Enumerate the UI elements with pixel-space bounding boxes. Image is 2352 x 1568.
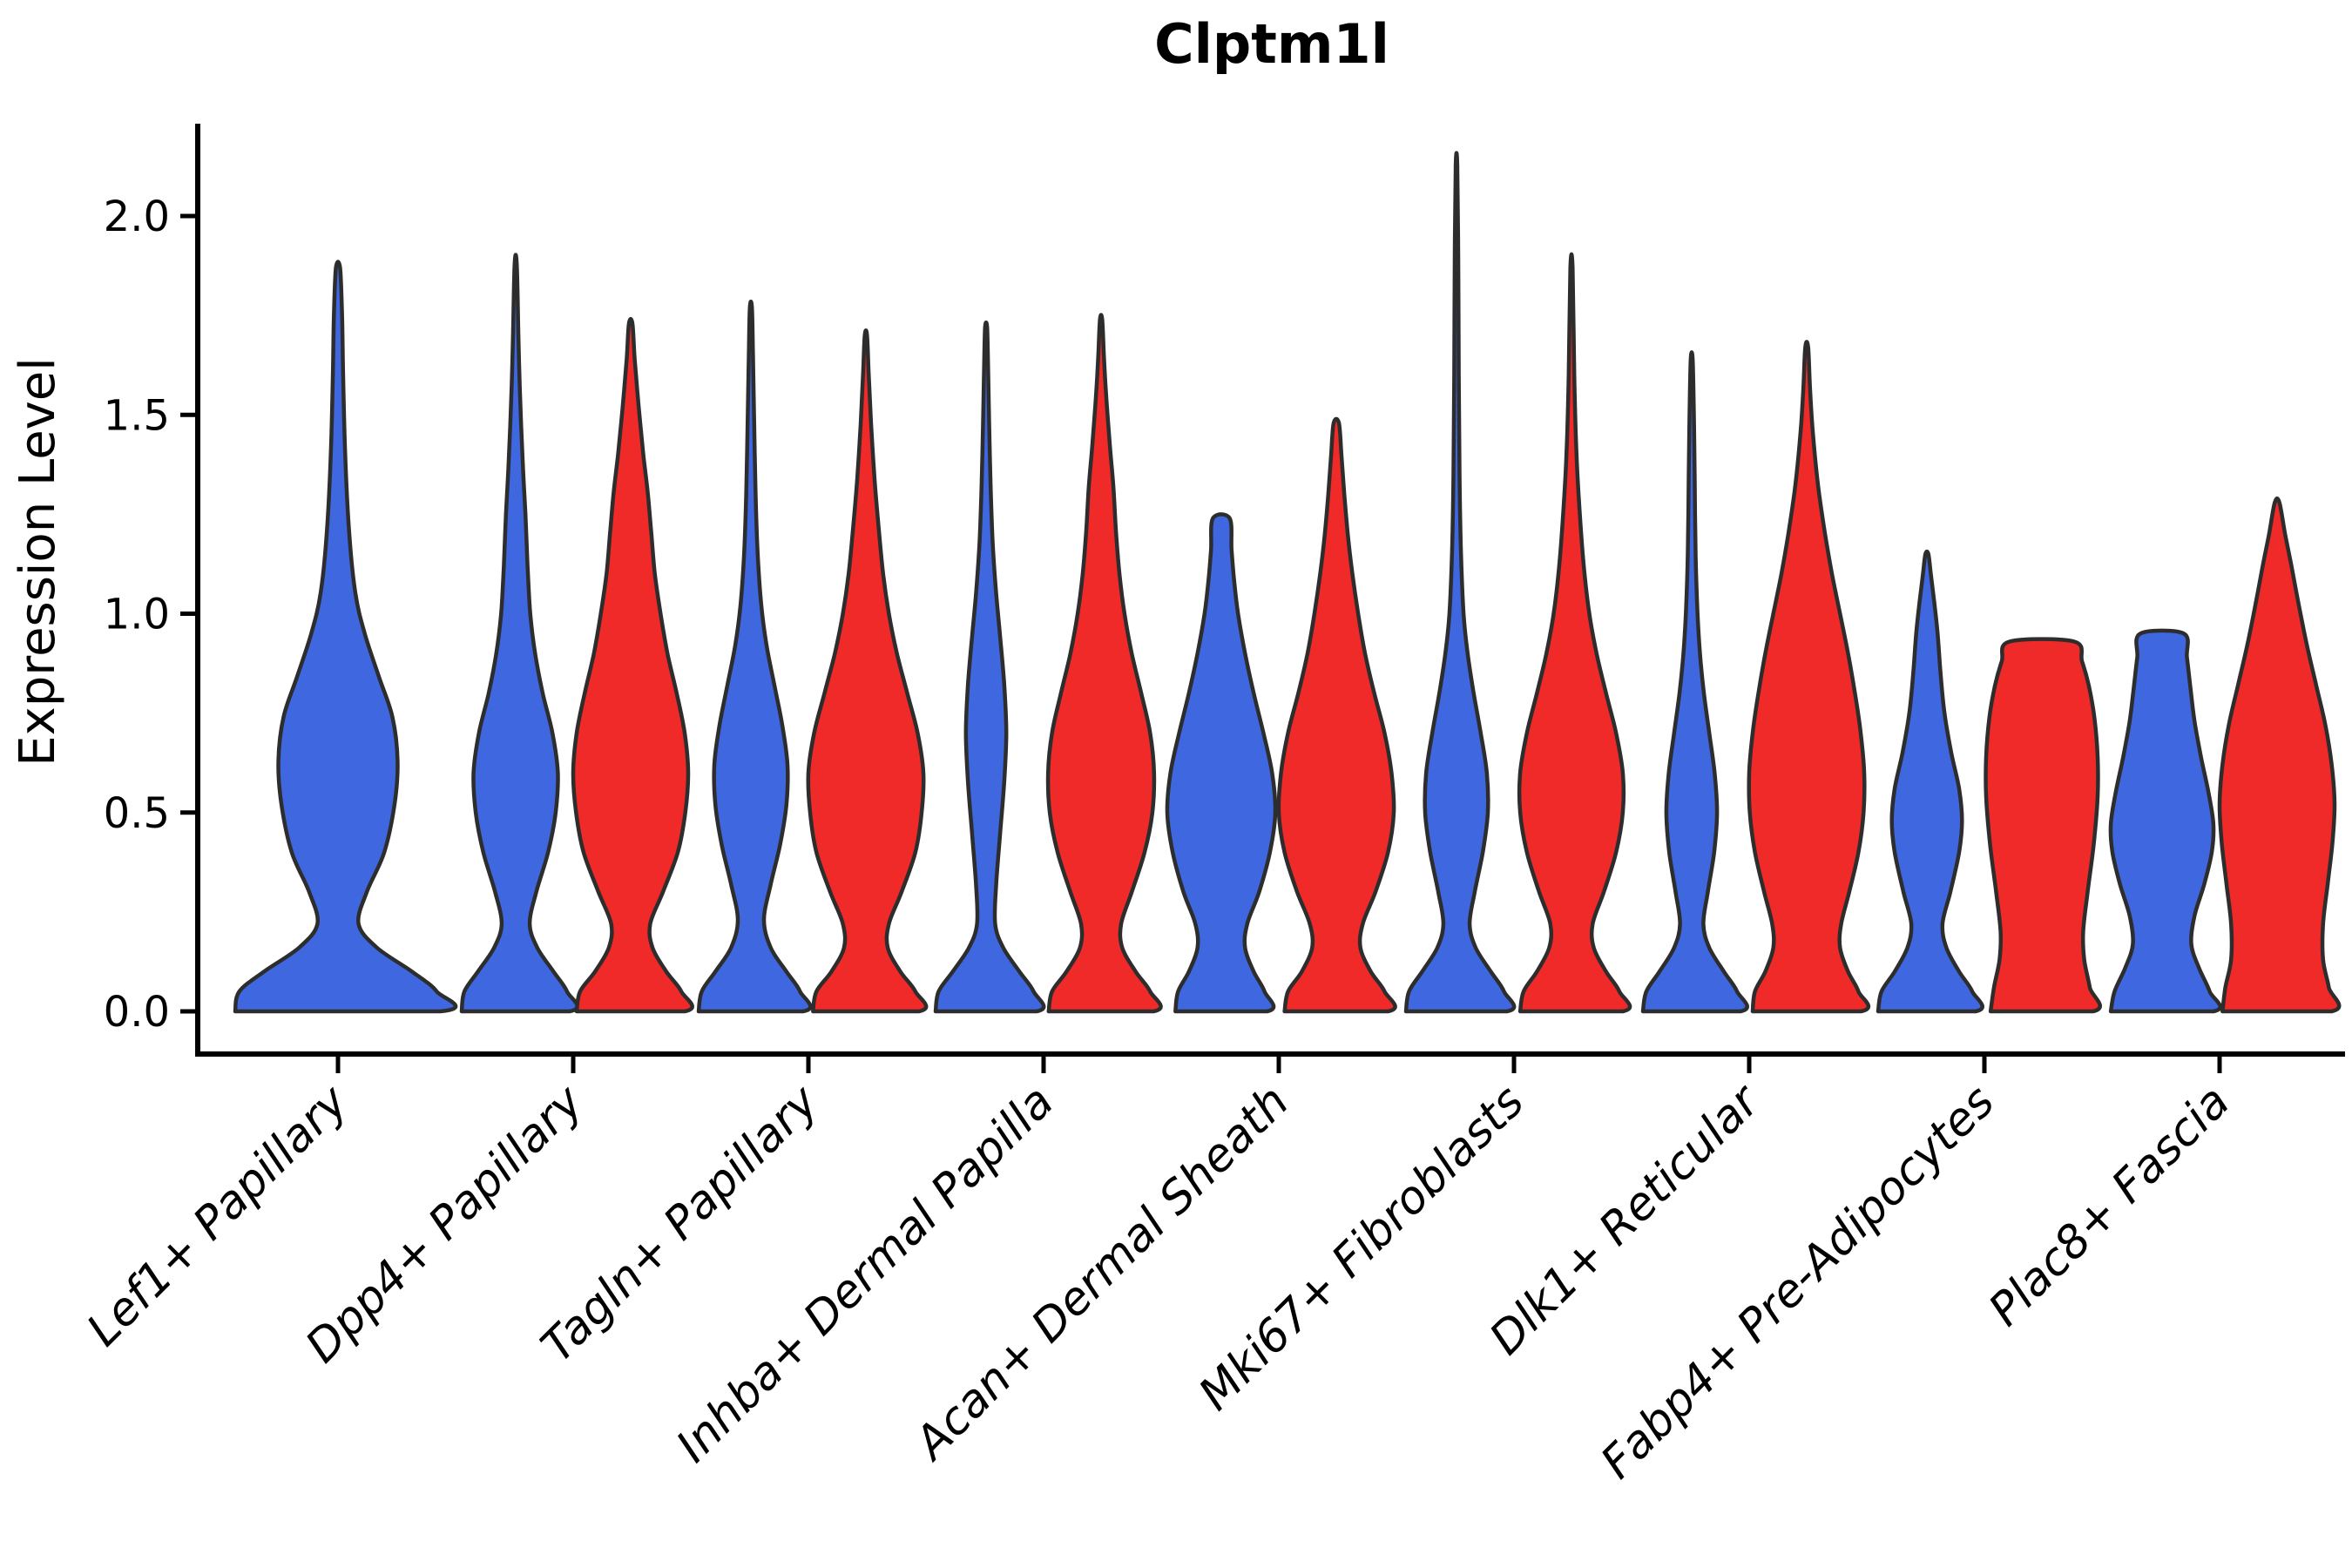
- axes-group: [180, 124, 2345, 1073]
- violin-Dpp4+ Papillary-red: [571, 316, 694, 1014]
- violin-Fabp4+ Pre-Adipocytes-red: [1984, 637, 2102, 1014]
- y-tick-label: 0.5: [104, 789, 170, 838]
- violin-Acan+ Dermal Sheath-red: [1276, 416, 1397, 1014]
- violin-Plac8+ Fascia-red: [2217, 496, 2342, 1014]
- violin-Tagln+ Papillary-red: [806, 328, 929, 1014]
- violin-Mki67+ Fibroblasts-red: [1517, 252, 1632, 1014]
- x-tick-label: Fabp4+ Pre-Adipocytes: [1592, 1076, 2005, 1490]
- violin-Lef1+ Papillary-blue: [233, 260, 458, 1014]
- violin-Mki67+ Fibroblasts-blue: [1403, 151, 1517, 1014]
- x-tick-label: Plac8+ Fascia: [1979, 1076, 2240, 1336]
- violin-Acan+ Dermal Sheath-blue: [1165, 512, 1278, 1014]
- violin-Inhba+ Dermal Papilla-blue: [933, 320, 1046, 1014]
- violin-Fabp4+ Pre-Adipocytes-blue: [1876, 549, 1984, 1014]
- x-tick-label: Inhba+ Dermal Papilla: [666, 1076, 1064, 1473]
- chart-title: Clptm1l: [1154, 12, 1389, 76]
- violin-Tagln+ Papillary-blue: [696, 299, 813, 1014]
- violin-Dpp4+ Papillary-blue: [459, 253, 579, 1014]
- violin-Dlk1+ Reticular-blue: [1640, 350, 1749, 1014]
- y-tick-label: 1.5: [104, 391, 170, 440]
- y-tick-label: 0.0: [104, 988, 170, 1037]
- violin-Inhba+ Dermal Papilla-red: [1045, 313, 1163, 1014]
- violin-Plac8+ Fascia-blue: [2108, 628, 2222, 1014]
- y-tick-label: 1.0: [104, 591, 170, 639]
- violins-group: [233, 151, 2342, 1014]
- violin-Dlk1+ Reticular-red: [1747, 340, 1870, 1014]
- y-tick-label: 2.0: [104, 193, 170, 241]
- x-tick-label: Acan+ Dermal Sheath: [903, 1076, 1299, 1471]
- y-axis-label: Expression Level: [10, 357, 66, 767]
